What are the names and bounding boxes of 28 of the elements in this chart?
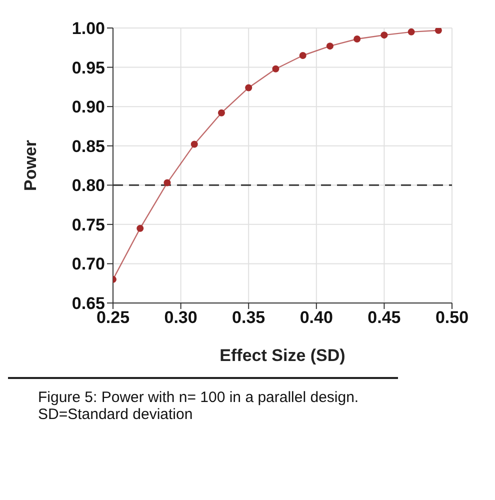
point (136, 224, 144, 232)
point (190, 140, 198, 148)
point (326, 42, 334, 50)
point (434, 28, 442, 34)
point (164, 179, 171, 186)
x-tick-label: 0.25 (96, 308, 130, 328)
point (245, 84, 252, 92)
point (354, 36, 361, 42)
y-tick-label: 0.95 (72, 58, 105, 78)
y-tick-label: 1.00 (72, 19, 105, 38)
x-tick-label: 0.45 (368, 308, 401, 328)
y-axis-title: Power (21, 140, 40, 192)
y-tick-label: 0.70 (72, 254, 105, 274)
caption: Figure 5: Power with n= 100 in a parallel design. SD=Standard deviation (38, 389, 360, 423)
point (380, 32, 388, 39)
y-tick-label: 0.90 (72, 98, 105, 117)
point (272, 65, 280, 72)
point (408, 28, 415, 36)
y-tick-label: 0.85 (72, 136, 105, 156)
x-tick-label: 0.30 (164, 308, 198, 328)
x-tick-label: 0.50 (435, 308, 469, 328)
point (218, 109, 225, 116)
x-axis-title: Effect Size (SD) (220, 346, 346, 365)
y-tick-label: 0.75 (72, 215, 105, 234)
x-tick-label: 0.40 (300, 308, 333, 328)
x-tick-label: 0.35 (232, 308, 266, 328)
point (299, 52, 306, 59)
y-tick-label: 0.80 (72, 176, 105, 196)
